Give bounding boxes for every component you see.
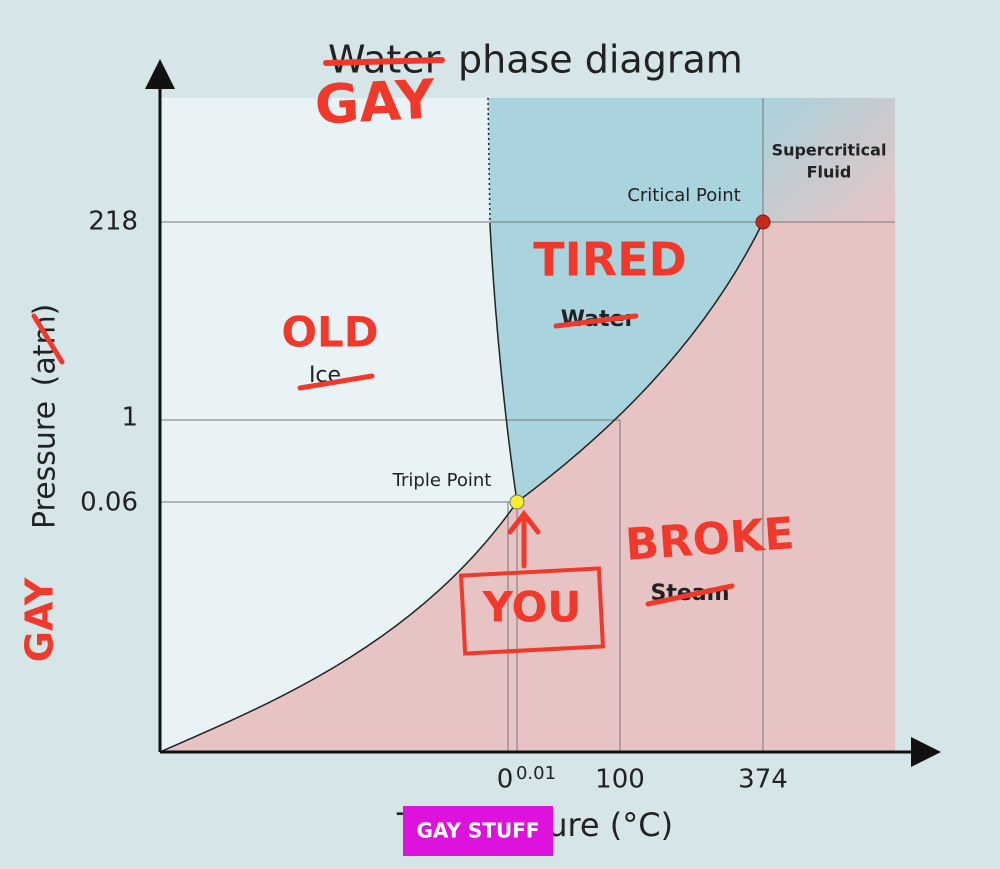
title-scrawl: GAY	[313, 68, 437, 137]
you-label: YOU	[482, 583, 582, 632]
vaporization-curve	[516, 221, 764, 503]
arrow	[507, 509, 541, 569]
strike	[297, 373, 375, 391]
sticker	[403, 806, 553, 856]
y-axis-scrawl: GAY	[18, 577, 62, 662]
y-tick-label: 0.06	[80, 488, 138, 518]
region-label: Supercritical	[772, 141, 887, 160]
x-tick-label: 0	[497, 765, 514, 795]
water-region	[488, 98, 763, 502]
supercritical-region	[763, 98, 895, 222]
steam-region	[160, 222, 895, 752]
region-scrawl: TIRED	[533, 233, 687, 287]
region-scrawl: BROKE	[624, 508, 796, 571]
point-label: Triple Point	[392, 470, 492, 491]
y-tick-label: 1	[121, 403, 138, 433]
critical-point	[755, 214, 771, 230]
melting-curve	[489, 224, 518, 503]
box	[458, 566, 606, 656]
strike	[31, 313, 65, 365]
y-tick-label: 218	[88, 207, 138, 237]
x-tick-label: 0.01	[516, 763, 556, 784]
x-tick-label: 374	[738, 765, 788, 795]
title: phase diagram	[458, 38, 743, 82]
triple-point	[509, 494, 525, 510]
sublimation-curve	[159, 501, 518, 753]
region-label: Fluid	[807, 163, 852, 182]
y-axis-label: Pressure	[28, 401, 63, 529]
melting-curve-dotted	[487, 97, 491, 226]
strike	[553, 313, 639, 329]
sticker-text: GAY STUFF	[416, 819, 539, 843]
point-label: Critical Point	[627, 185, 740, 206]
x-tick-label: 100	[595, 765, 645, 795]
strike	[645, 583, 735, 607]
region-scrawl: OLD	[281, 308, 378, 357]
strike	[323, 57, 445, 66]
